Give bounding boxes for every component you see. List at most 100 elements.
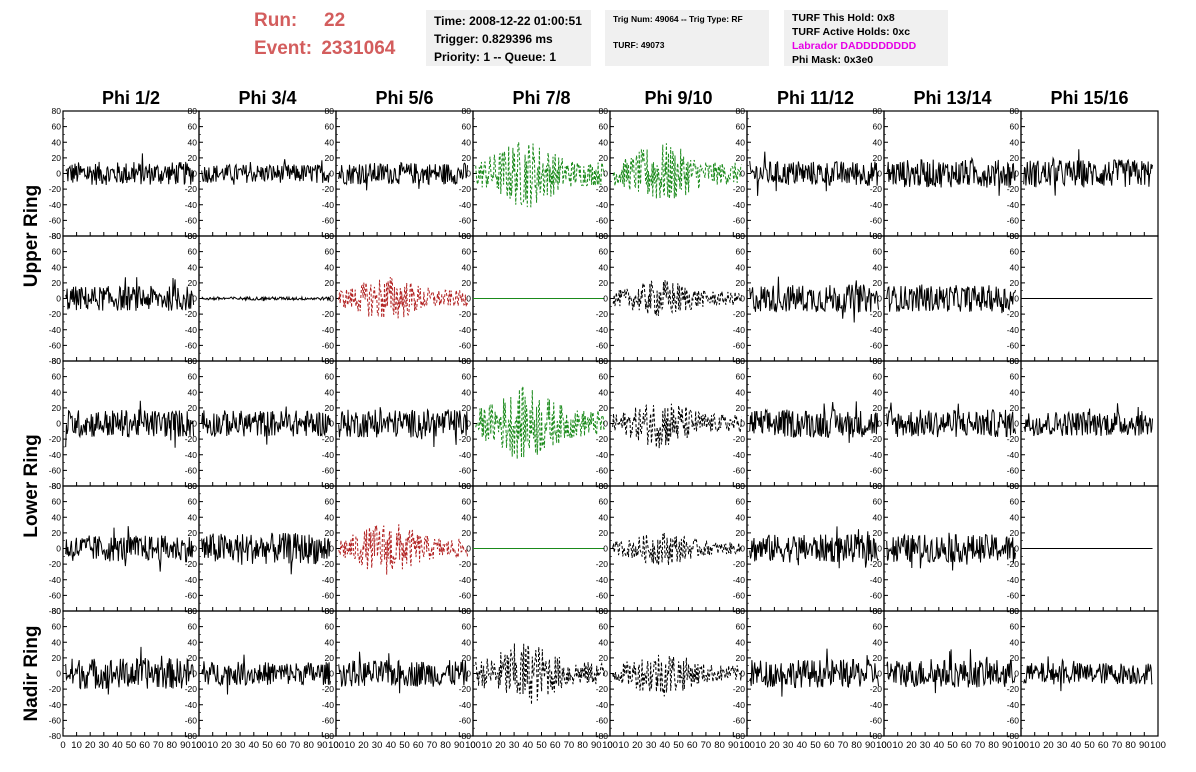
y-tick-label: 0 xyxy=(56,669,61,679)
y-tick-label: 0 xyxy=(603,294,608,304)
y-tick-label: -40 xyxy=(459,325,472,335)
y-tick-label: -20 xyxy=(185,559,198,569)
y-tick-label: 20 xyxy=(325,278,335,288)
y-tick-label: -80 xyxy=(185,731,198,741)
y-tick-label: -20 xyxy=(870,559,883,569)
y-tick-label: 80 xyxy=(462,356,472,366)
x-tick-label: 90 xyxy=(454,740,465,751)
y-tick-label: 80 xyxy=(188,106,198,116)
waveform-trace xyxy=(475,384,605,460)
y-tick-label: 20 xyxy=(1010,278,1020,288)
y-tick-label: -40 xyxy=(870,700,883,710)
y-tick-label: -40 xyxy=(1007,325,1020,335)
y-tick-label: 80 xyxy=(599,481,609,491)
y-tick-label: 20 xyxy=(736,278,746,288)
y-tick-label: -40 xyxy=(1007,575,1020,585)
turf-active-holds-text: TURF Active Holds: 0xc xyxy=(792,26,911,38)
y-tick-label: 40 xyxy=(599,262,609,272)
y-tick-label: 60 xyxy=(52,497,62,507)
y-tick-label: -20 xyxy=(459,309,472,319)
y-tick-label: 60 xyxy=(325,247,335,257)
y-tick-label: 80 xyxy=(325,481,335,491)
y-tick-label: 20 xyxy=(462,403,472,413)
y-tick-label: 60 xyxy=(462,622,472,632)
y-tick-label: -60 xyxy=(733,715,746,725)
y-tick-label: 0 xyxy=(56,544,61,554)
y-tick-label: -20 xyxy=(733,559,746,569)
y-tick-label: -20 xyxy=(185,434,198,444)
turf-this-hold-text: TURF This Hold: 0x8 xyxy=(792,12,895,24)
run-event-panel: Run: 22 Event: 2331064 xyxy=(248,8,418,68)
column-header-7: Phi 13/14 xyxy=(913,88,991,108)
y-tick-label: 80 xyxy=(599,356,609,366)
y-tick-label: 80 xyxy=(52,106,62,116)
y-tick-label: 0 xyxy=(466,544,471,554)
y-tick-label: 60 xyxy=(1010,622,1020,632)
y-tick-label: 40 xyxy=(325,637,335,647)
y-tick-label: -80 xyxy=(322,731,335,741)
y-tick-label: 40 xyxy=(188,637,198,647)
y-tick-label: -20 xyxy=(322,309,335,319)
x-tick-label: 50 xyxy=(947,740,958,751)
y-tick-label: 80 xyxy=(873,231,883,241)
waveform-trace xyxy=(612,654,742,697)
waveform-trace xyxy=(1023,403,1153,437)
y-tick-label: 40 xyxy=(599,637,609,647)
y-tick-label: -60 xyxy=(185,590,198,600)
y-tick-label: 60 xyxy=(736,247,746,257)
waveform-trace xyxy=(612,143,742,199)
column-header-6: Phi 11/12 xyxy=(777,88,854,108)
y-tick-label: -40 xyxy=(870,325,883,335)
row-group-label-1: Upper Ring xyxy=(21,185,42,287)
x-tick-label: 50 xyxy=(126,740,137,751)
y-tick-label: 0 xyxy=(877,544,882,554)
y-tick-label: 80 xyxy=(1010,106,1020,116)
y-tick-label: 0 xyxy=(329,544,334,554)
x-tick-label: 20 xyxy=(769,740,780,751)
y-tick-label: 0 xyxy=(603,544,608,554)
y-tick-label: 0 xyxy=(740,544,745,554)
y-tick-label: -80 xyxy=(49,731,62,741)
y-tick-label: 0 xyxy=(192,294,197,304)
x-tick-label: 70 xyxy=(564,740,575,751)
y-tick-label: 40 xyxy=(52,637,62,647)
y-tick-label: 0 xyxy=(56,169,61,179)
y-tick-label: 0 xyxy=(603,169,608,179)
y-tick-label: 20 xyxy=(325,653,335,663)
x-tick-label: 30 xyxy=(1057,740,1068,751)
y-tick-label: 0 xyxy=(603,419,608,429)
y-tick-label: 20 xyxy=(462,653,472,663)
y-tick-label: 20 xyxy=(736,653,746,663)
y-tick-label: 80 xyxy=(188,231,198,241)
y-tick-label: -60 xyxy=(596,215,609,225)
y-tick-label: 20 xyxy=(325,153,335,163)
x-tick-label: 100 xyxy=(1150,740,1166,751)
y-tick-label: 0 xyxy=(192,419,197,429)
y-tick-label: 80 xyxy=(325,606,335,616)
y-tick-label: 60 xyxy=(188,372,198,382)
y-tick-label: 0 xyxy=(192,169,197,179)
x-tick-label: 60 xyxy=(687,740,698,751)
x-tick-label: 90 xyxy=(728,740,739,751)
trig-info-box: Trig Num: 49064 -- Trig Type: RF TURF: 4… xyxy=(605,10,769,66)
x-tick-label: 90 xyxy=(180,740,191,751)
y-tick-label: 60 xyxy=(736,622,746,632)
y-tick-label: 20 xyxy=(52,403,62,413)
y-tick-label: -40 xyxy=(322,450,335,460)
x-tick-label: 60 xyxy=(139,740,150,751)
y-tick-label: -60 xyxy=(459,340,472,350)
y-tick-label: 80 xyxy=(736,481,746,491)
y-tick-label: 80 xyxy=(1010,231,1020,241)
y-tick-label: 80 xyxy=(736,106,746,116)
y-tick-label: 0 xyxy=(1014,544,1019,554)
y-tick-label: -80 xyxy=(596,731,609,741)
y-tick-label: -40 xyxy=(733,575,746,585)
x-tick-label: 80 xyxy=(851,740,862,751)
y-tick-label: 80 xyxy=(873,356,883,366)
y-tick-label: 40 xyxy=(462,262,472,272)
x-tick-label: 20 xyxy=(495,740,506,751)
waveform-trace xyxy=(65,400,195,448)
y-tick-label: 60 xyxy=(736,497,746,507)
x-tick-label: 60 xyxy=(550,740,561,751)
y-tick-label: -20 xyxy=(1007,184,1020,194)
